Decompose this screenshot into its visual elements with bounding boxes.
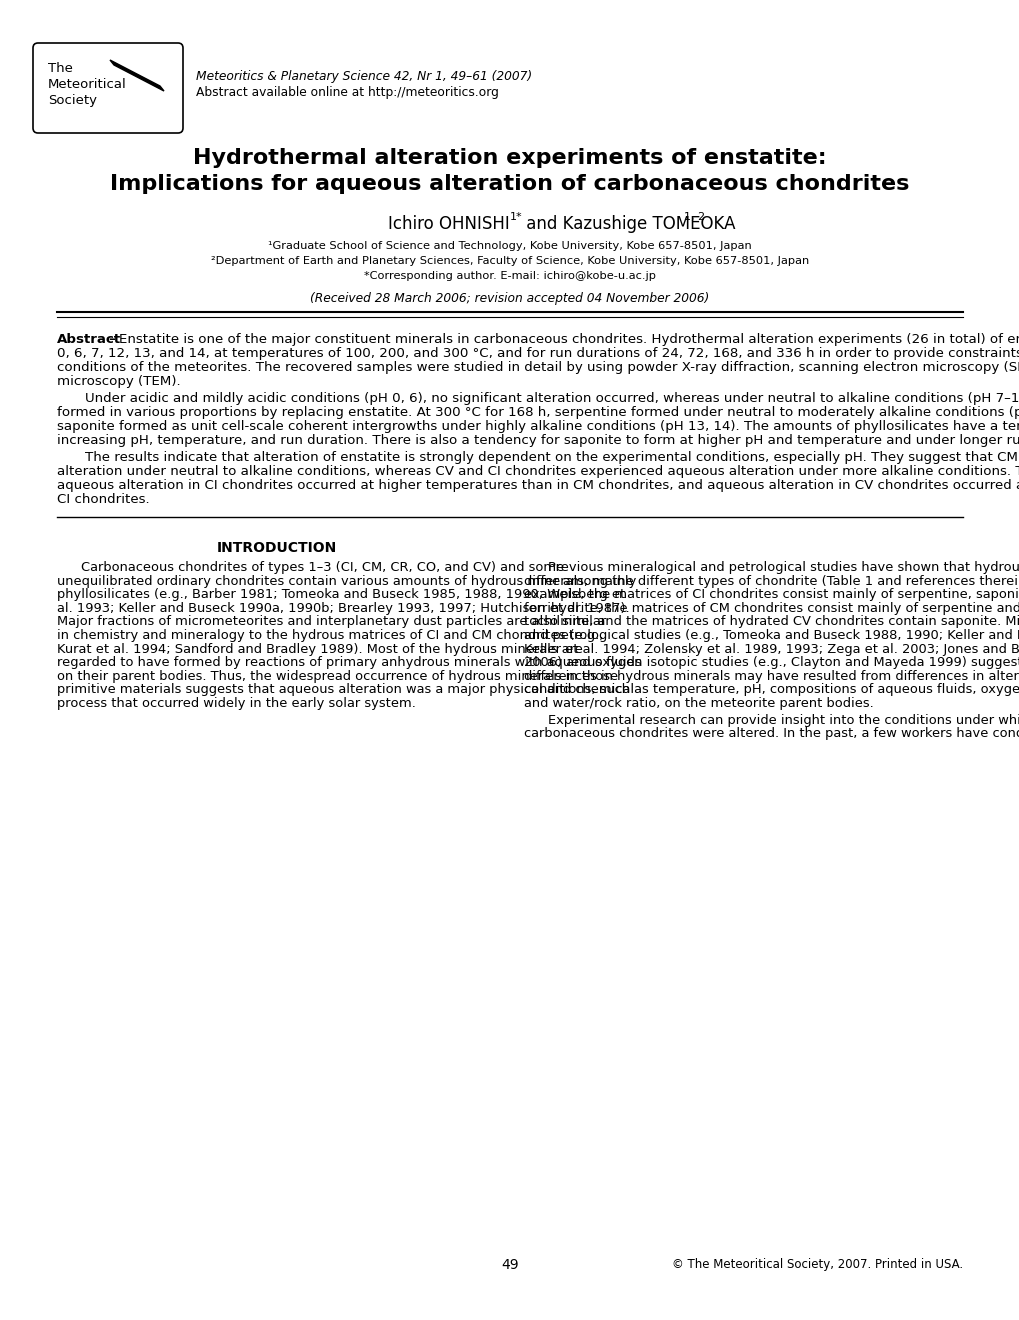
Text: formed in various proportions by replacing enstatite. At 300 °C for 168 h, serpe: formed in various proportions by replaci… xyxy=(57,407,1019,418)
Text: regarded to have formed by reactions of primary anhydrous minerals with aqueous : regarded to have formed by reactions of … xyxy=(57,656,641,669)
Text: Experimental research can provide insight into the conditions under which: Experimental research can provide insigh… xyxy=(547,714,1019,726)
Text: tochilinite, and the matrices of hydrated CV chondrites contain saponite. Minera: tochilinite, and the matrices of hydrate… xyxy=(524,615,1019,628)
Text: © The Meteoritical Society, 2007. Printed in USA.: © The Meteoritical Society, 2007. Printe… xyxy=(672,1258,962,1271)
Text: ferrihydrite, the matrices of CM chondrites consist mainly of serpentine and: ferrihydrite, the matrices of CM chondri… xyxy=(524,602,1019,615)
Text: aqueous alteration in CI chondrites occurred at higher temperatures than in CM c: aqueous alteration in CI chondrites occu… xyxy=(57,479,1019,492)
Text: The: The xyxy=(48,62,72,75)
Text: alteration under neutral to alkaline conditions, whereas CV and CI chondrites ex: alteration under neutral to alkaline con… xyxy=(57,465,1019,478)
Text: Enstatite is one of the major constituent minerals in carbonaceous chondrites. H: Enstatite is one of the major constituen… xyxy=(119,333,1019,346)
Text: and Kazushige TOMEOKA: and Kazushige TOMEOKA xyxy=(521,215,735,234)
Text: 49: 49 xyxy=(500,1258,519,1272)
Text: and water/rock ratio, on the meteorite parent bodies.: and water/rock ratio, on the meteorite p… xyxy=(524,697,873,710)
Text: differences in hydrous minerals may have resulted from differences in alteration: differences in hydrous minerals may have… xyxy=(524,669,1019,682)
Text: Under acidic and mildly acidic conditions (pH 0, 6), no significant alteration o: Under acidic and mildly acidic condition… xyxy=(85,392,1019,405)
Text: Previous mineralogical and petrological studies have shown that hydrous minerals: Previous mineralogical and petrological … xyxy=(547,561,1019,574)
Polygon shape xyxy=(110,59,164,91)
Text: ²Department of Earth and Planetary Sciences, Faculty of Science, Kobe University: ²Department of Earth and Planetary Scien… xyxy=(211,256,808,267)
Text: differ among the different types of chondrite (Table 1 and references therein). : differ among the different types of chon… xyxy=(524,574,1019,587)
Text: process that occurred widely in the early solar system.: process that occurred widely in the earl… xyxy=(57,697,416,710)
Text: Abstract: Abstract xyxy=(57,333,121,346)
Text: Abstract available online at http://meteoritics.org: Abstract available online at http://mete… xyxy=(196,86,498,99)
Text: primitive materials suggests that aqueous alteration was a major physical and ch: primitive materials suggests that aqueou… xyxy=(57,684,634,697)
Text: Implications for aqueous alteration of carbonaceous chondrites: Implications for aqueous alteration of c… xyxy=(110,174,909,194)
FancyBboxPatch shape xyxy=(33,44,182,133)
Text: al. 1993; Keller and Buseck 1990a, 1990b; Brearley 1993, 1997; Hutchison et al. : al. 1993; Keller and Buseck 1990a, 1990b… xyxy=(57,602,629,615)
Text: Meteoritical: Meteoritical xyxy=(48,78,126,91)
Text: (Received 28 March 2006; revision accepted 04 November 2006): (Received 28 March 2006; revision accept… xyxy=(310,292,709,305)
Text: ¹Graduate School of Science and Technology, Kobe University, Kobe 657-8501, Japa: ¹Graduate School of Science and Technolo… xyxy=(268,242,751,251)
Text: Kurat et al. 1994; Sandford and Bradley 1989). Most of the hydrous minerals are: Kurat et al. 1994; Sandford and Bradley … xyxy=(57,643,582,656)
Text: Society: Society xyxy=(48,94,97,107)
Text: carbonaceous chondrites were altered. In the past, a few workers have conducted: carbonaceous chondrites were altered. In… xyxy=(524,727,1019,741)
Text: and petrological studies (e.g., Tomeoka and Buseck 1988, 1990; Keller and Buseck: and petrological studies (e.g., Tomeoka … xyxy=(524,630,1019,642)
Text: Major fractions of micrometeorites and interplanetary dust particles are also si: Major fractions of micrometeorites and i… xyxy=(57,615,605,628)
Text: on their parent bodies. Thus, the widespread occurrence of hydrous minerals in t: on their parent bodies. Thus, the widesp… xyxy=(57,669,618,682)
Text: microscopy (TEM).: microscopy (TEM). xyxy=(57,375,180,388)
Text: The results indicate that alteration of enstatite is strongly dependent on the e: The results indicate that alteration of … xyxy=(85,451,1019,465)
Text: *Corresponding author. E-mail: ichiro@kobe-u.ac.jp: *Corresponding author. E-mail: ichiro@ko… xyxy=(364,271,655,281)
Text: CI chondrites.: CI chondrites. xyxy=(57,492,150,506)
Text: Ichiro OHNISHI: Ichiro OHNISHI xyxy=(388,215,510,234)
Text: increasing pH, temperature, and run duration. There is also a tendency for sapon: increasing pH, temperature, and run dura… xyxy=(57,434,1019,447)
Text: 2006) and oxygen isotopic studies (e.g., Clayton and Mayeda 1999) suggest that t: 2006) and oxygen isotopic studies (e.g.,… xyxy=(524,656,1019,669)
Text: Carbonaceous chondrites of types 1–3 (CI, CM, CR, CO, and CV) and some: Carbonaceous chondrites of types 1–3 (CI… xyxy=(81,561,564,574)
Text: Keller et al. 1994; Zolensky et al. 1989, 1993; Zega et al. 2003; Jones and Brea: Keller et al. 1994; Zolensky et al. 1989… xyxy=(524,643,1019,656)
Text: Meteoritics & Planetary Science 42, Nr 1, 49–61 (2007): Meteoritics & Planetary Science 42, Nr 1… xyxy=(196,70,532,83)
Text: phyllosilicates (e.g., Barber 1981; Tomeoka and Buseck 1985, 1988, 1990; Weisber: phyllosilicates (e.g., Barber 1981; Tome… xyxy=(57,589,625,601)
Text: 1, 2: 1, 2 xyxy=(684,213,704,222)
Text: conditions of the meteorites. The recovered samples were studied in detail by us: conditions of the meteorites. The recove… xyxy=(57,360,1019,374)
Text: unequilibrated ordinary chondrites contain various amounts of hydrous minerals, : unequilibrated ordinary chondrites conta… xyxy=(57,574,636,587)
Text: Hydrothermal alteration experiments of enstatite:: Hydrothermal alteration experiments of e… xyxy=(193,148,826,168)
Text: example, the matrices of CI chondrites consist mainly of serpentine, saponite, a: example, the matrices of CI chondrites c… xyxy=(524,589,1019,601)
Text: in chemistry and mineralogy to the hydrous matrices of CI and CM chondrites (e.g: in chemistry and mineralogy to the hydro… xyxy=(57,630,603,642)
Text: conditions, such as temperature, pH, compositions of aqueous fluids, oxygen fuga: conditions, such as temperature, pH, com… xyxy=(524,684,1019,697)
Text: 1*: 1* xyxy=(510,213,522,222)
Text: saponite formed as unit cell-scale coherent intergrowths under highly alkaline c: saponite formed as unit cell-scale coher… xyxy=(57,420,1019,433)
Text: INTRODUCTION: INTRODUCTION xyxy=(216,541,336,554)
Text: –: – xyxy=(108,333,114,346)
Text: 0, 6, 7, 12, 13, and 14, at temperatures of 100, 200, and 300 °C, and for run du: 0, 6, 7, 12, 13, and 14, at temperatures… xyxy=(57,347,1019,360)
